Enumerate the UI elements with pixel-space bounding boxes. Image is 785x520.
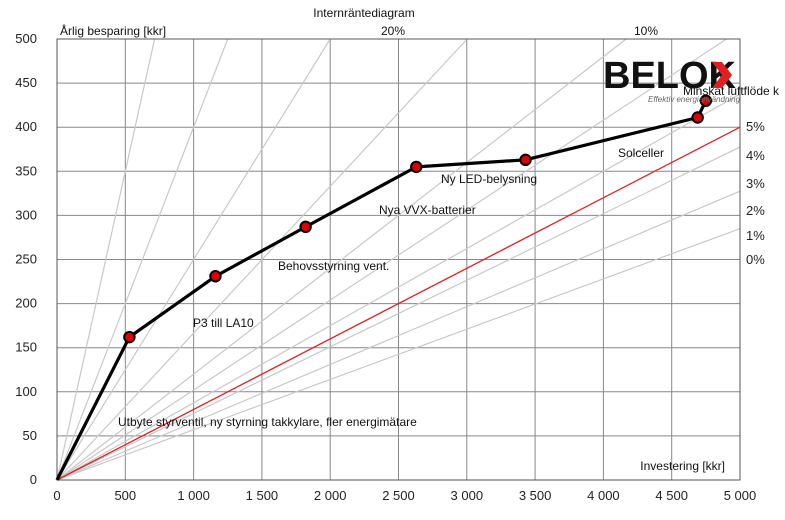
x-tick-label: 2 500 <box>382 488 415 503</box>
logo-tagline: Effektiv energianvändning <box>648 95 741 104</box>
x-tick-label: 3 000 <box>451 488 484 503</box>
point-label-4: Nya VVX-batterier <box>379 203 476 217</box>
rate-line <box>56 38 468 481</box>
y-tick-label: 0 <box>30 472 37 487</box>
x-tick-label: 1 500 <box>246 488 279 503</box>
rate-line <box>56 38 627 481</box>
percent-label: 3% <box>746 176 765 191</box>
x-tick-label: 4 000 <box>587 488 620 503</box>
percent-label: 1% <box>746 228 765 243</box>
x-tick-label: 5 000 <box>724 488 757 503</box>
percent-label: 0% <box>746 252 765 267</box>
y-tick-label: 200 <box>15 296 37 311</box>
top-label-20: 20% <box>381 24 405 38</box>
logo-chevron-icon <box>712 62 732 88</box>
rate-line <box>56 146 741 481</box>
rate-line <box>56 190 741 481</box>
rate-line <box>56 228 741 481</box>
series-line <box>55 100 708 481</box>
y-tick-label: 100 <box>15 384 37 399</box>
series-layer <box>55 94 713 481</box>
y-tick-label: 400 <box>15 119 37 134</box>
data-point <box>519 153 532 167</box>
y-tick-label: 450 <box>15 75 37 90</box>
percent-labels: 5% 4% 3% 2% 1% 0% <box>746 119 765 267</box>
percent-label: 4% <box>746 148 765 163</box>
point-label-7: Minskat luftflöde k <box>683 84 780 98</box>
rate-line <box>56 38 727 481</box>
data-point <box>699 94 713 107</box>
percent-label: 2% <box>746 203 765 218</box>
x-tick-label: 1 000 <box>177 488 210 503</box>
x-axis-label: Investering [kkr] <box>640 459 725 473</box>
data-point <box>299 220 312 234</box>
y-tick-label: 150 <box>15 340 37 355</box>
point-label-6: Solceller <box>618 146 664 160</box>
y-tick-label: 50 <box>23 428 37 443</box>
rate-line <box>56 38 229 481</box>
point-labels: Utbyte styrventil, ny styrning takkylare… <box>118 146 664 429</box>
belok-logo: BELOK Effektiv energianvändning <box>603 55 741 104</box>
grid-lines <box>57 39 740 480</box>
rate-lines <box>56 38 741 481</box>
tick-labels: 0 500 1 000 1 500 2 000 2 500 3 000 3 500 4 000 4… <box>15 31 756 503</box>
y-tick-label: 350 <box>15 163 37 178</box>
top-label-10: 10% <box>634 24 658 38</box>
chart-title: Internräntediagram <box>313 6 414 20</box>
point-label-1: Utbyte styrventil, ny styrning takkylare… <box>118 415 417 429</box>
y-tick-label: 300 <box>15 207 37 222</box>
data-point <box>123 330 136 344</box>
point-label-5: Ny LED-belysning <box>441 172 537 186</box>
x-tick-label: 500 <box>114 488 136 503</box>
y-axis-label: Årlig besparing [kkr] <box>60 23 166 38</box>
percent-label: 5% <box>746 119 765 134</box>
x-tick-label: 0 <box>53 488 60 503</box>
plot-frame <box>56 38 741 481</box>
data-point <box>410 160 423 174</box>
point-label-2: P3 till LA10 <box>193 316 254 330</box>
data-point <box>209 270 222 283</box>
y-tick-label: 500 <box>15 31 37 46</box>
y-tick-label: 250 <box>15 252 37 267</box>
rate-line <box>56 38 331 481</box>
data-point <box>691 111 704 124</box>
rate-line-highlight <box>56 126 741 481</box>
rate-line <box>56 38 156 481</box>
point-label-3: Behovsstyrning vent. <box>278 259 389 273</box>
x-tick-label: 4 500 <box>655 488 688 503</box>
x-tick-label: 3 500 <box>519 488 552 503</box>
rate-line <box>56 93 741 481</box>
x-tick-label: 2 000 <box>314 488 347 503</box>
